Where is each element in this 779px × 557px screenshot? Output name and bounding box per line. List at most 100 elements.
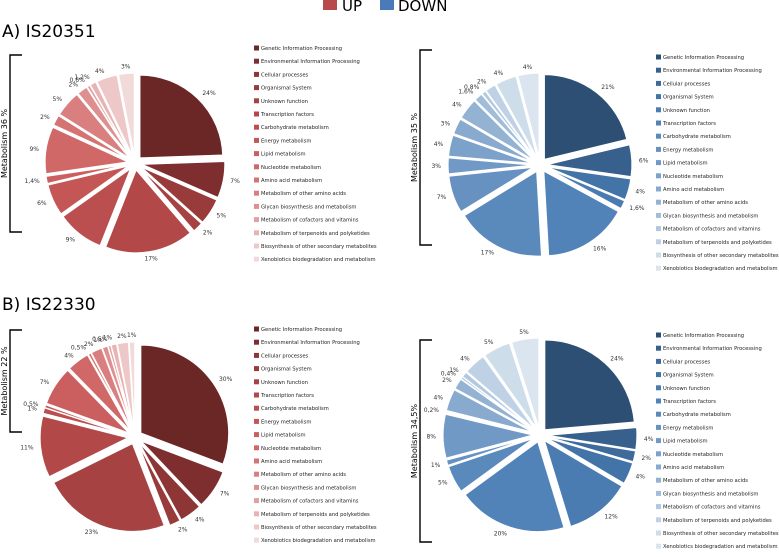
slice-label: 1,6% [629,205,645,212]
metabolism-brace-label: Metabolism 22 % [0,346,9,416]
legend-entry: Transcription factors [260,393,314,399]
legend-swatch [254,151,259,157]
pie-slice [116,341,135,431]
color-key: UP DOWN [323,0,447,15]
pie-slice [546,167,626,210]
legend-swatch [254,537,259,543]
legend-entry: Metabolism of terpenoids and polyketides [663,240,772,246]
metabolism-brace [9,329,22,433]
slice-label: 0,8% [464,84,480,91]
legend-entry: Lipid metabolism [261,152,306,158]
slice-label: 4% [635,473,645,480]
slice-label: 6% [639,157,649,164]
pie-slice [447,437,535,493]
legend-entry: Cellular processes [261,353,309,359]
pie-chart-is22330-down: 24%4%2%4%12%20%5%1%8%0,2%4%2%0,4%1%4%5%5… [410,329,779,550]
legend-swatch [656,398,661,404]
pie-slice [140,344,230,466]
slice-label: 1% [27,406,37,413]
slice-label: 11% [20,445,34,452]
legend-swatch [656,226,661,232]
legend-swatch [656,438,661,444]
legend-swatch [656,67,661,73]
pie-slice [43,404,129,436]
slice-label: 4% [434,141,444,148]
legend-swatch [656,411,661,417]
pie-slice [546,435,637,463]
metabolism-brace [419,49,432,246]
legend-entry: Amino acid metabolism [261,459,322,465]
legend-swatch [254,164,259,170]
slice-label: 2% [40,114,50,121]
legend-entry: Cellular processes [261,72,309,78]
legend-swatch [656,504,661,510]
pie-slice [460,99,535,162]
legend-entry: Environmental Information Processing [261,59,360,65]
legend-swatch [254,379,259,385]
legend-entry: Genetic Information Processing [663,333,744,339]
metabolism-brace-label: Metabolism 34,5% [410,404,419,479]
slice-label: 2% [178,527,188,534]
legend-entry: Amino acid metabolism [663,187,724,193]
pie-slice [543,439,623,528]
up-label: UP [342,0,362,15]
pie-slice [447,134,534,165]
pie-slice [484,84,537,160]
pie-slice [546,437,634,485]
slice-label: 2% [84,341,94,348]
legend-entry: Glycan biosynthesis and metabolism [663,491,758,497]
slice-label: 5% [484,339,494,346]
legend-entry: Nucleotide metabolism [261,165,321,171]
slice-label: 0,5% [92,336,108,343]
section-title-b: B) IS22330 [2,295,96,315]
legend-entry: Carbohydrate metabolism [663,412,731,418]
pie-slice [90,347,133,431]
slice-label: 1% [431,462,441,469]
legend-swatch [254,256,259,262]
legend-entry: Carbohydrate metabolism [261,406,329,412]
legend-entry: Metabolism of cofactors and vitamins [663,227,761,233]
slice-label: 1,4% [24,178,40,185]
slice-label: 16% [593,246,607,253]
legend-entry: Energy metabolism [261,419,311,425]
slice-label: 2% [69,81,79,88]
slice-label: 30% [219,376,233,383]
legend-swatch [254,458,259,464]
slice-label: 1% [103,335,113,342]
pie-chart-is20351-up: 24%7%5%2%17%9%6%1,4%9%2%5%2%0,6%1,2%4%3%… [0,45,377,263]
pie-slice [128,341,136,431]
slice-label: 7% [40,379,50,386]
legend-entry: Transcription factors [662,121,716,127]
down-swatch [380,0,394,10]
legend-swatch [656,107,661,113]
legend-swatch [254,243,259,249]
legend-entry: Metabolism of cofactors and vitamins [663,505,761,511]
pie-slice [137,443,181,527]
slice-label: 0,4% [441,371,457,378]
slice-label: 2% [203,229,213,236]
legend-entry: Genetic Information Processing [261,327,342,333]
slice-label: 17% [481,250,495,257]
slice-label: 0,6% [70,77,86,84]
legend-entry: Environmental Information Processing [261,340,360,346]
pie-slice [442,413,534,459]
pie-slice [546,426,638,451]
section-title-a: A) IS20351 [2,22,96,42]
legend-entry: Organismal System [261,86,312,92]
pie-slice [68,354,132,432]
legend-swatch [656,186,661,192]
legend-entry: Metabolism of other amino acids [261,472,346,478]
legend-swatch [656,133,661,139]
legend-swatch [656,54,661,60]
pie-slice [510,337,540,429]
pie-chart-is22330-up: 30%7%4%2%23%11%1%0,5%7%4%0,5%2%1%0,5%1% 2… [0,326,377,544]
legend-entry: Organismal System [663,373,714,379]
pie-slice [62,166,132,247]
slice-label: 4% [523,64,533,71]
legend-swatch [656,199,661,205]
pie-chart-is20351-down: 21%6%4%1,6%16%17%7%3%4%3%4%1,6%0,8%2%4%4… [410,49,779,272]
legend-swatch [254,366,259,372]
legend-entry: Unknown function [663,108,710,114]
legend-entry: Energy metabolism [261,138,311,144]
